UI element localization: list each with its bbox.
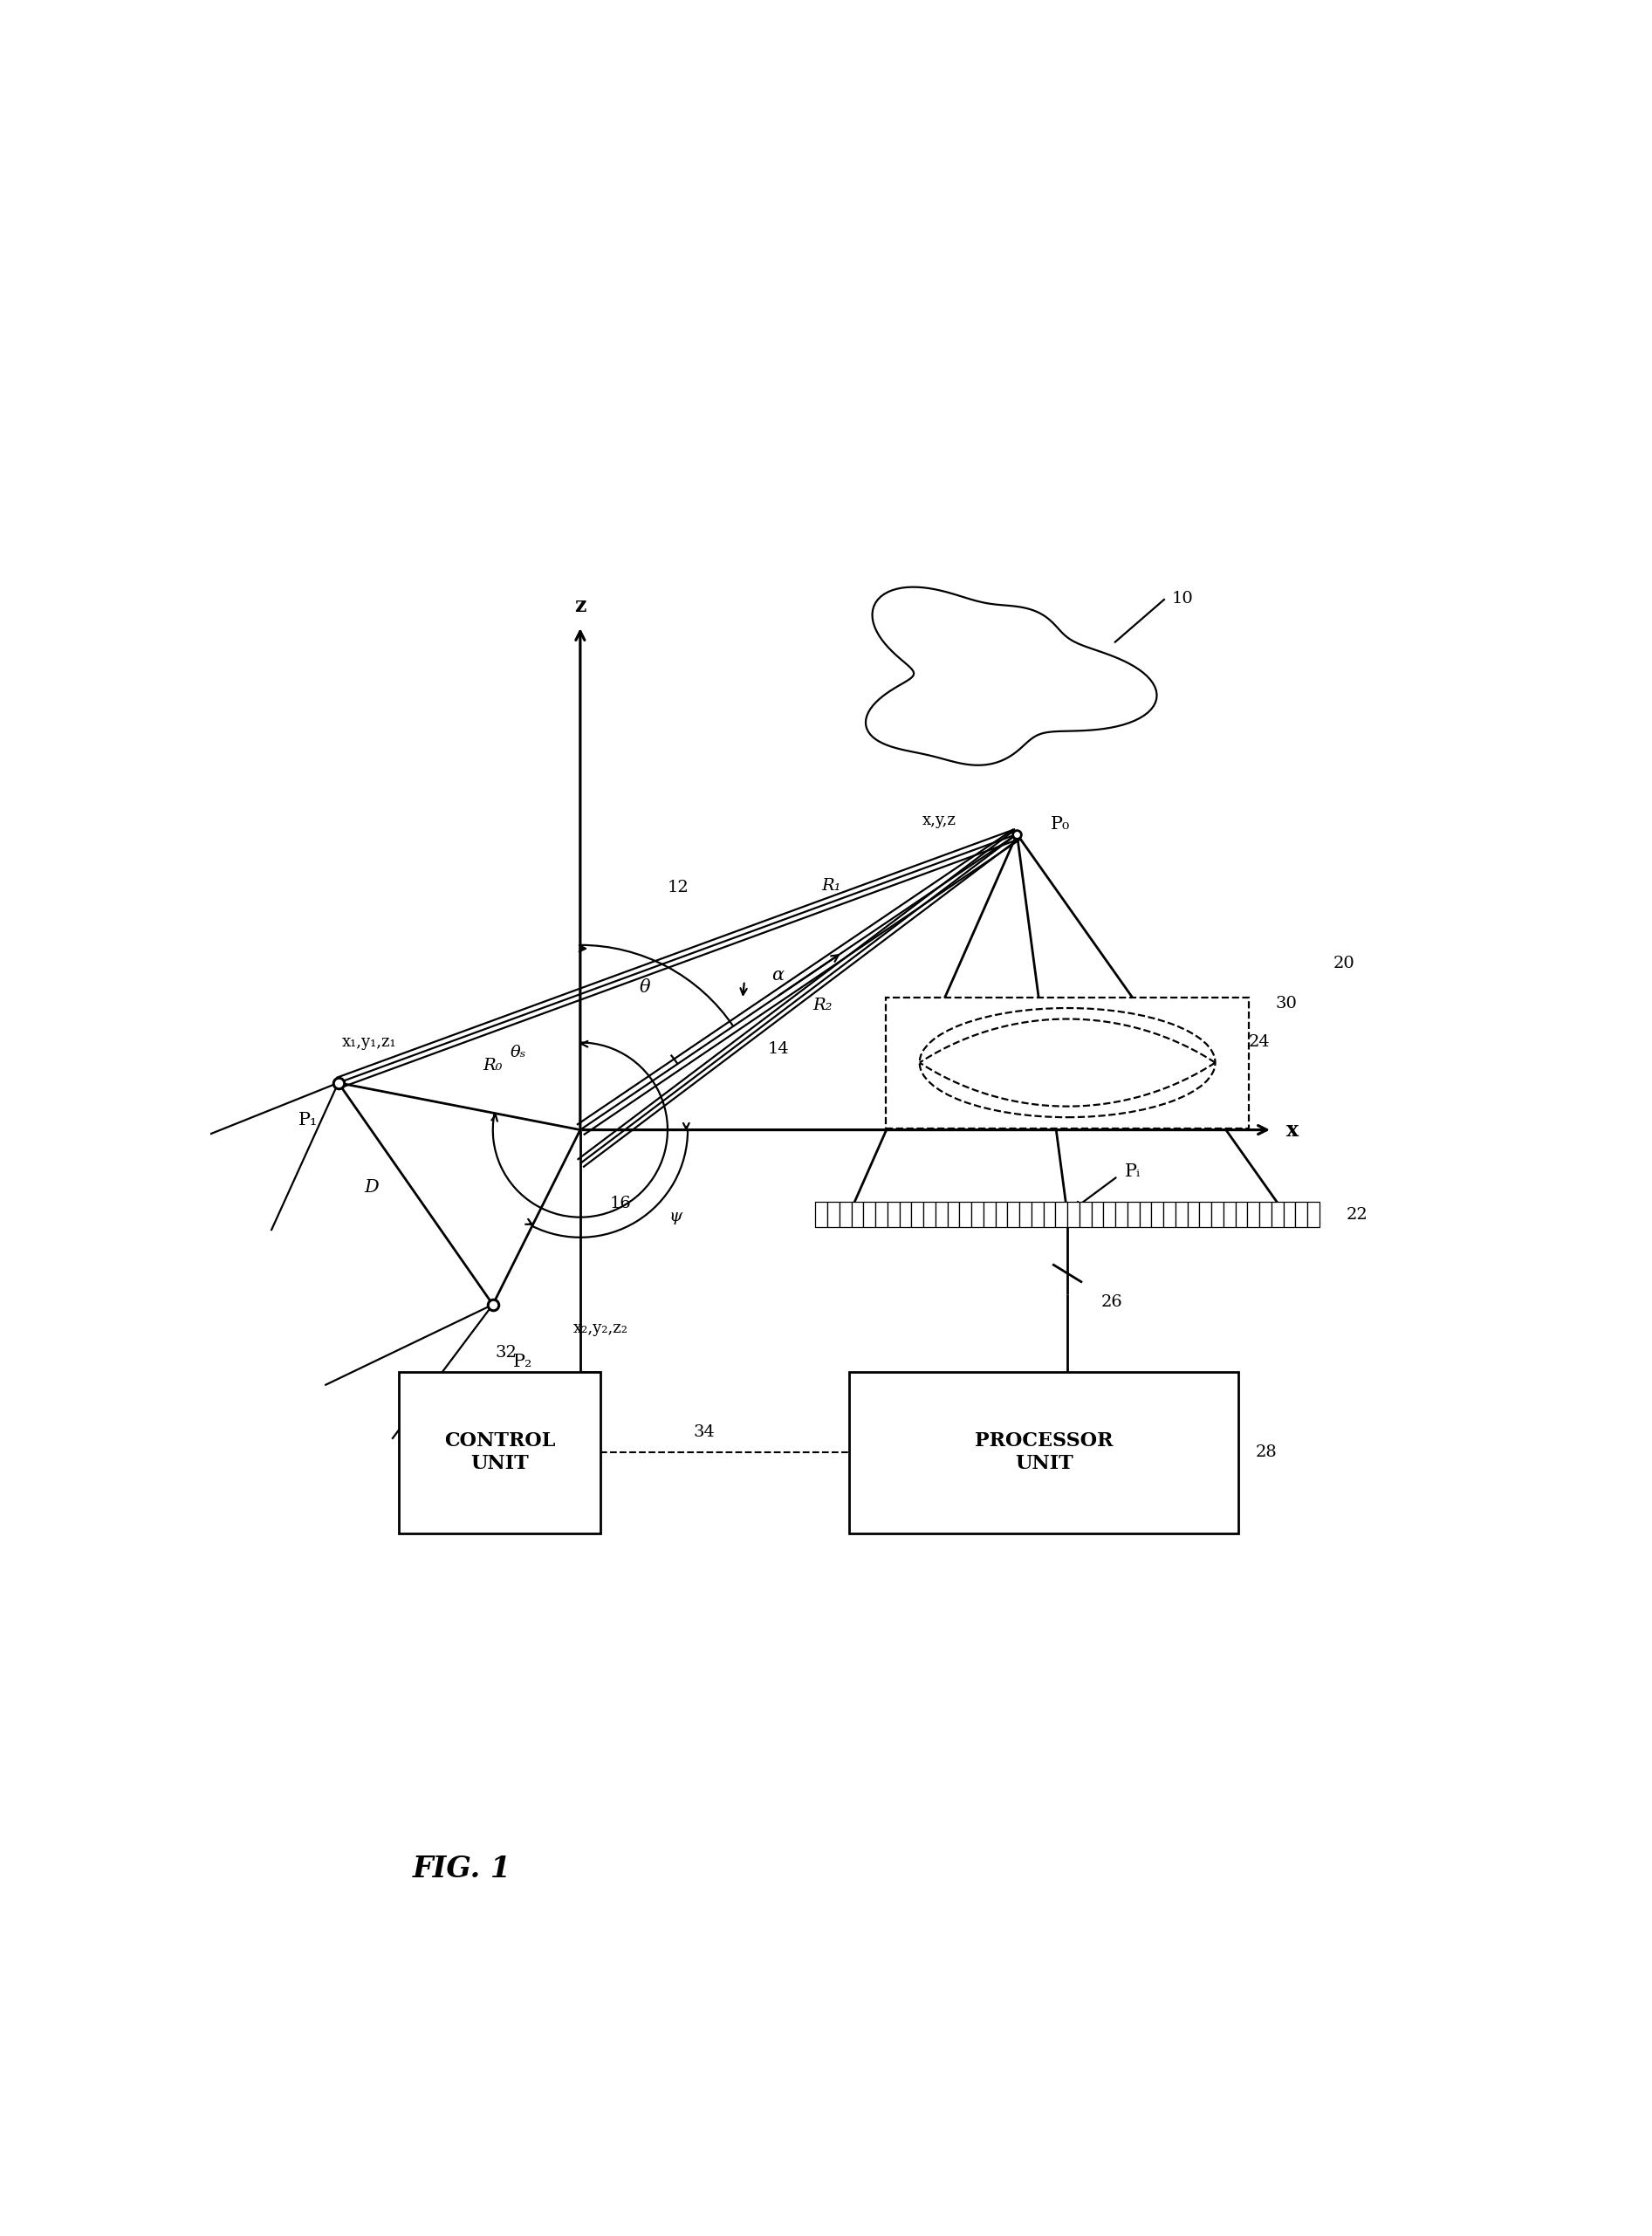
Text: 10: 10 — [1171, 590, 1193, 606]
Bar — [947, 1201, 960, 1228]
Text: 32: 32 — [496, 1346, 517, 1362]
Bar — [398, 1371, 600, 1534]
Bar — [839, 1201, 851, 1228]
Bar — [1092, 1201, 1104, 1228]
Text: 14: 14 — [768, 1042, 790, 1058]
Bar — [1079, 1201, 1092, 1228]
Text: θₛ: θₛ — [510, 1044, 525, 1060]
Text: P₁: P₁ — [299, 1111, 317, 1129]
Text: R₀: R₀ — [482, 1058, 502, 1073]
Bar — [1199, 1201, 1211, 1228]
Bar — [983, 1201, 996, 1228]
Bar — [885, 997, 1249, 1129]
Bar — [1295, 1201, 1307, 1228]
Bar — [1151, 1201, 1163, 1228]
Text: D: D — [365, 1178, 380, 1196]
Bar — [1008, 1201, 1019, 1228]
Bar — [1104, 1201, 1115, 1228]
Bar — [1211, 1201, 1224, 1228]
Bar — [1307, 1201, 1320, 1228]
Polygon shape — [866, 588, 1156, 765]
Text: α: α — [771, 966, 783, 984]
Text: z: z — [575, 595, 586, 617]
Bar — [923, 1201, 935, 1228]
Bar — [1224, 1201, 1236, 1228]
Text: P₀: P₀ — [1051, 816, 1070, 832]
Bar — [1019, 1201, 1031, 1228]
Bar — [1044, 1201, 1056, 1228]
Ellipse shape — [920, 1008, 1216, 1118]
Text: PROCESSOR
UNIT: PROCESSOR UNIT — [975, 1431, 1113, 1474]
Text: x₂,y₂,z₂: x₂,y₂,z₂ — [573, 1319, 628, 1335]
Text: P₂: P₂ — [514, 1353, 532, 1371]
Bar — [1259, 1201, 1272, 1228]
Bar — [816, 1201, 828, 1228]
Text: 30: 30 — [1275, 995, 1297, 1011]
Text: 28: 28 — [1256, 1444, 1277, 1460]
Text: θ: θ — [639, 979, 651, 995]
Text: 22: 22 — [1346, 1207, 1368, 1223]
Bar — [1284, 1201, 1295, 1228]
Bar — [1175, 1201, 1188, 1228]
Bar — [912, 1201, 923, 1228]
Bar — [851, 1201, 864, 1228]
Bar — [864, 1201, 876, 1228]
Bar — [996, 1201, 1008, 1228]
Bar — [960, 1201, 971, 1228]
Text: R₁: R₁ — [821, 879, 841, 894]
Bar — [1163, 1201, 1175, 1228]
Text: FIG. 1: FIG. 1 — [413, 1854, 510, 1883]
Bar — [899, 1201, 912, 1228]
Text: x: x — [1287, 1120, 1298, 1140]
Text: R₂: R₂ — [813, 997, 833, 1013]
Bar — [849, 1371, 1239, 1534]
Bar — [1140, 1201, 1151, 1228]
Bar — [1056, 1201, 1067, 1228]
Bar — [1188, 1201, 1199, 1228]
Bar — [935, 1201, 947, 1228]
Text: 24: 24 — [1249, 1035, 1270, 1051]
Bar — [1272, 1201, 1284, 1228]
Bar — [971, 1201, 983, 1228]
Text: CONTROL
UNIT: CONTROL UNIT — [444, 1431, 555, 1474]
Bar — [1115, 1201, 1127, 1228]
Text: ψ: ψ — [669, 1210, 682, 1225]
Bar — [1031, 1201, 1044, 1228]
Text: 20: 20 — [1333, 955, 1355, 970]
Bar — [876, 1201, 887, 1228]
Text: 26: 26 — [1100, 1295, 1123, 1310]
Text: 12: 12 — [667, 881, 689, 897]
Bar — [1247, 1201, 1259, 1228]
Bar — [1067, 1201, 1079, 1228]
Text: x₁,y₁,z₁: x₁,y₁,z₁ — [342, 1035, 396, 1051]
Text: 34: 34 — [694, 1424, 715, 1440]
Text: 16: 16 — [610, 1196, 631, 1212]
Text: Pᵢ: Pᵢ — [1125, 1163, 1140, 1181]
Bar — [887, 1201, 899, 1228]
Bar — [1127, 1201, 1140, 1228]
Bar — [828, 1201, 839, 1228]
Bar — [1236, 1201, 1247, 1228]
Text: x,y,z: x,y,z — [922, 814, 957, 830]
